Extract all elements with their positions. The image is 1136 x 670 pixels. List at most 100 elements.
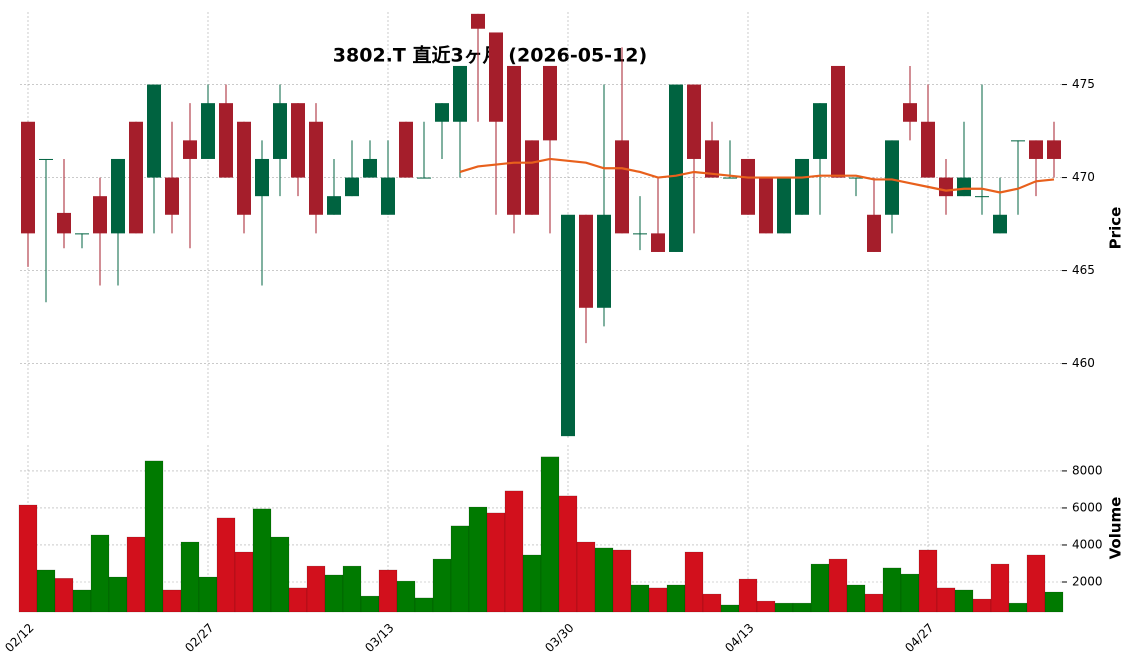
x-tick-label: 02/27	[182, 621, 216, 655]
moving-average	[459, 157, 1055, 194]
volume-bar	[216, 517, 236, 613]
candle-body	[867, 214, 881, 252]
volume-bar	[684, 551, 704, 613]
volume-bar	[360, 595, 380, 613]
candle-body	[939, 177, 953, 197]
candle-body	[183, 140, 197, 159]
candle-body	[381, 177, 395, 215]
candle-body	[39, 158, 53, 160]
candle-body	[741, 158, 755, 215]
candle-body	[723, 177, 737, 179]
volume-bar	[630, 584, 650, 613]
candle-body	[291, 103, 305, 178]
volume-bar	[180, 541, 200, 613]
volume-bar	[720, 604, 740, 613]
y-tick-label: 2000	[1072, 575, 1103, 589]
volume-bar	[18, 504, 38, 613]
candle-body	[597, 214, 611, 308]
candle-body	[633, 233, 647, 235]
candle-body	[687, 84, 701, 159]
candle-body	[471, 13, 485, 29]
volume-bar	[288, 587, 308, 613]
candle-body	[273, 103, 287, 159]
volume-bar	[270, 536, 290, 613]
x-tick-label: 03/30	[542, 621, 576, 655]
y-tick-label: 475	[1072, 77, 1095, 91]
candle-body	[21, 121, 35, 234]
candle-body	[129, 121, 143, 234]
candle-body	[363, 158, 377, 178]
candle-body	[957, 177, 971, 197]
candle-body	[759, 177, 773, 234]
y-tick-label: 465	[1072, 263, 1095, 277]
volume-bar	[990, 563, 1010, 613]
volume-bar	[1044, 591, 1064, 613]
volume-bar	[144, 460, 164, 613]
candle-body	[147, 84, 161, 178]
volume-bar	[774, 602, 794, 613]
volume-bar	[810, 563, 830, 613]
volume-bar	[702, 593, 722, 613]
volume-bar	[414, 597, 434, 613]
volume-bar	[972, 598, 992, 613]
candle-body	[525, 140, 539, 215]
candle-body	[777, 177, 791, 234]
x-tick-label: 04/27	[902, 621, 936, 655]
volume-bar	[432, 558, 452, 613]
volume-bar	[234, 551, 254, 613]
candle-body	[255, 158, 269, 197]
volume-bar	[1008, 602, 1028, 613]
volume-bar	[828, 558, 848, 613]
candle-body	[849, 177, 863, 179]
volume-bar	[504, 490, 524, 613]
candle-body	[435, 103, 449, 122]
volume-bar	[162, 589, 182, 613]
candle-body	[93, 196, 107, 234]
candle-body	[795, 158, 809, 215]
volume-bar	[126, 536, 146, 613]
volume-bar	[252, 508, 272, 613]
volume-bar	[612, 549, 632, 613]
x-tick-label: 02/12	[2, 621, 36, 655]
candle-body	[885, 140, 899, 215]
volume-bar	[396, 580, 416, 613]
volume-bar	[108, 576, 128, 613]
volume-bar	[558, 495, 578, 613]
candle-body	[201, 103, 215, 159]
candle-body	[57, 212, 71, 234]
volume-bar	[72, 589, 92, 613]
volume-bar	[540, 456, 560, 613]
volume-bar	[594, 547, 614, 613]
volume-bar	[468, 506, 488, 613]
candle-body	[1047, 140, 1061, 159]
volume-bar	[1026, 554, 1046, 613]
volume-bar	[666, 584, 686, 613]
volume-bar	[522, 554, 542, 613]
volume-bar	[648, 587, 668, 613]
candle-body	[507, 65, 521, 215]
candle-body	[813, 103, 827, 159]
volume-axis-label: Volume	[1107, 497, 1125, 560]
candle-body	[75, 233, 89, 235]
candle-body	[165, 177, 179, 215]
volume-bar	[738, 578, 758, 613]
candle-body	[651, 233, 665, 252]
candle-body	[489, 32, 503, 122]
volume-bar	[954, 589, 974, 613]
candle-body	[579, 214, 593, 308]
candle-body	[669, 84, 683, 252]
volume-bar	[846, 584, 866, 613]
candle-body	[327, 196, 341, 215]
candle-body	[309, 121, 323, 215]
volume-bar	[342, 565, 362, 613]
volume-bar	[90, 534, 110, 613]
volume-bar	[54, 578, 74, 613]
volume-bar	[486, 512, 506, 613]
volume-bar	[198, 576, 218, 613]
volume-bar	[756, 600, 776, 613]
candle-body	[345, 177, 359, 197]
candle-body	[543, 65, 557, 141]
volume-bar	[36, 569, 56, 613]
price-axis-label: Price	[1107, 207, 1125, 250]
